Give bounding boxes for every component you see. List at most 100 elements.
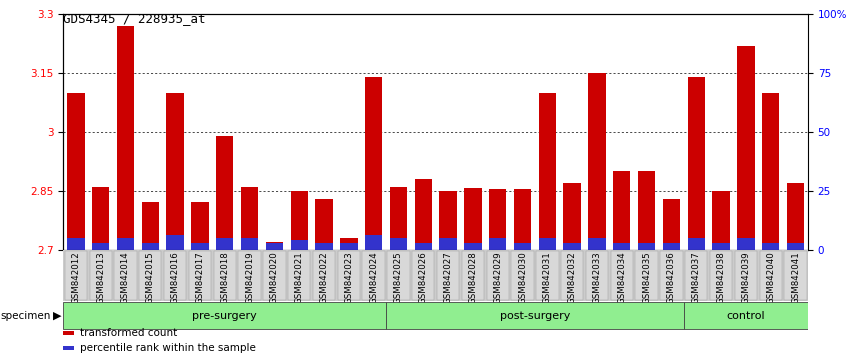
- Bar: [638, 171, 656, 250]
- Bar: [588, 238, 606, 250]
- Text: GSM842040: GSM842040: [766, 251, 775, 304]
- Bar: [386, 302, 684, 330]
- Bar: [762, 242, 779, 250]
- Bar: [439, 238, 457, 250]
- Bar: [536, 251, 558, 301]
- Bar: [390, 238, 407, 250]
- Bar: [588, 73, 606, 250]
- Bar: [734, 251, 757, 301]
- Bar: [316, 242, 332, 250]
- Bar: [710, 251, 733, 301]
- Text: GSM842038: GSM842038: [717, 251, 726, 304]
- Bar: [635, 251, 658, 301]
- Text: GSM842032: GSM842032: [568, 251, 577, 304]
- Bar: [688, 77, 705, 250]
- Text: ▶: ▶: [53, 311, 62, 321]
- Bar: [340, 238, 358, 250]
- Bar: [561, 251, 584, 301]
- Bar: [365, 77, 382, 250]
- Bar: [117, 26, 135, 250]
- Text: GSM842035: GSM842035: [642, 251, 651, 304]
- Text: GSM842015: GSM842015: [146, 251, 155, 304]
- Text: GSM842022: GSM842022: [320, 251, 328, 304]
- Bar: [563, 242, 581, 250]
- Bar: [67, 238, 85, 250]
- Text: GSM842020: GSM842020: [270, 251, 279, 304]
- Bar: [216, 136, 233, 250]
- Bar: [684, 302, 808, 330]
- Text: GSM842030: GSM842030: [518, 251, 527, 304]
- Bar: [415, 242, 432, 250]
- Bar: [563, 183, 581, 250]
- Text: GSM842016: GSM842016: [171, 251, 179, 304]
- Text: specimen: specimen: [1, 311, 52, 321]
- Bar: [117, 238, 135, 250]
- Bar: [191, 202, 209, 250]
- Text: percentile rank within the sample: percentile rank within the sample: [80, 343, 256, 353]
- Text: GSM842036: GSM842036: [667, 251, 676, 304]
- Bar: [787, 183, 805, 250]
- Bar: [290, 240, 308, 250]
- Bar: [688, 238, 705, 250]
- Bar: [662, 242, 680, 250]
- Bar: [514, 189, 531, 250]
- Text: GSM842012: GSM842012: [71, 251, 80, 304]
- Bar: [464, 188, 481, 250]
- Bar: [263, 251, 286, 301]
- Text: GSM842027: GSM842027: [443, 251, 453, 304]
- Bar: [662, 199, 680, 250]
- Bar: [241, 187, 258, 250]
- Bar: [114, 251, 137, 301]
- Bar: [64, 251, 87, 301]
- Text: GSM842031: GSM842031: [543, 251, 552, 304]
- Bar: [464, 242, 481, 250]
- Bar: [585, 251, 608, 301]
- Bar: [63, 302, 386, 330]
- Text: GSM842023: GSM842023: [344, 251, 354, 304]
- Bar: [611, 251, 633, 301]
- Bar: [539, 93, 556, 250]
- Text: GSM842017: GSM842017: [195, 251, 205, 304]
- Bar: [67, 93, 85, 250]
- Bar: [340, 242, 358, 250]
- Bar: [412, 251, 435, 301]
- Bar: [712, 191, 730, 250]
- Bar: [313, 251, 335, 301]
- Bar: [514, 242, 531, 250]
- Bar: [737, 238, 755, 250]
- Bar: [266, 242, 283, 250]
- Bar: [316, 199, 332, 250]
- Text: GSM842025: GSM842025: [394, 251, 403, 304]
- Text: GSM842014: GSM842014: [121, 251, 130, 304]
- Text: post-surgery: post-surgery: [500, 311, 570, 321]
- Bar: [489, 189, 507, 250]
- Text: GSM842026: GSM842026: [419, 251, 428, 304]
- Bar: [216, 238, 233, 250]
- Bar: [760, 251, 782, 301]
- Bar: [90, 251, 112, 301]
- Bar: [685, 251, 707, 301]
- Bar: [437, 251, 459, 301]
- Bar: [660, 251, 683, 301]
- Bar: [290, 191, 308, 250]
- Text: transformed count: transformed count: [80, 328, 178, 338]
- Text: GSM842018: GSM842018: [220, 251, 229, 304]
- Bar: [712, 242, 730, 250]
- Text: GSM842021: GSM842021: [294, 251, 304, 304]
- Bar: [415, 179, 432, 250]
- Bar: [266, 242, 283, 250]
- Bar: [141, 202, 159, 250]
- Bar: [164, 251, 186, 301]
- Bar: [784, 251, 807, 301]
- Text: control: control: [727, 311, 765, 321]
- Bar: [390, 187, 407, 250]
- Bar: [439, 191, 457, 250]
- Text: GSM842024: GSM842024: [369, 251, 378, 304]
- Text: GSM842034: GSM842034: [618, 251, 626, 304]
- Text: GSM842041: GSM842041: [791, 251, 800, 304]
- Bar: [92, 187, 109, 250]
- Text: GSM842019: GSM842019: [245, 251, 254, 304]
- Bar: [288, 251, 310, 301]
- Bar: [241, 238, 258, 250]
- Text: GSM842013: GSM842013: [96, 251, 105, 304]
